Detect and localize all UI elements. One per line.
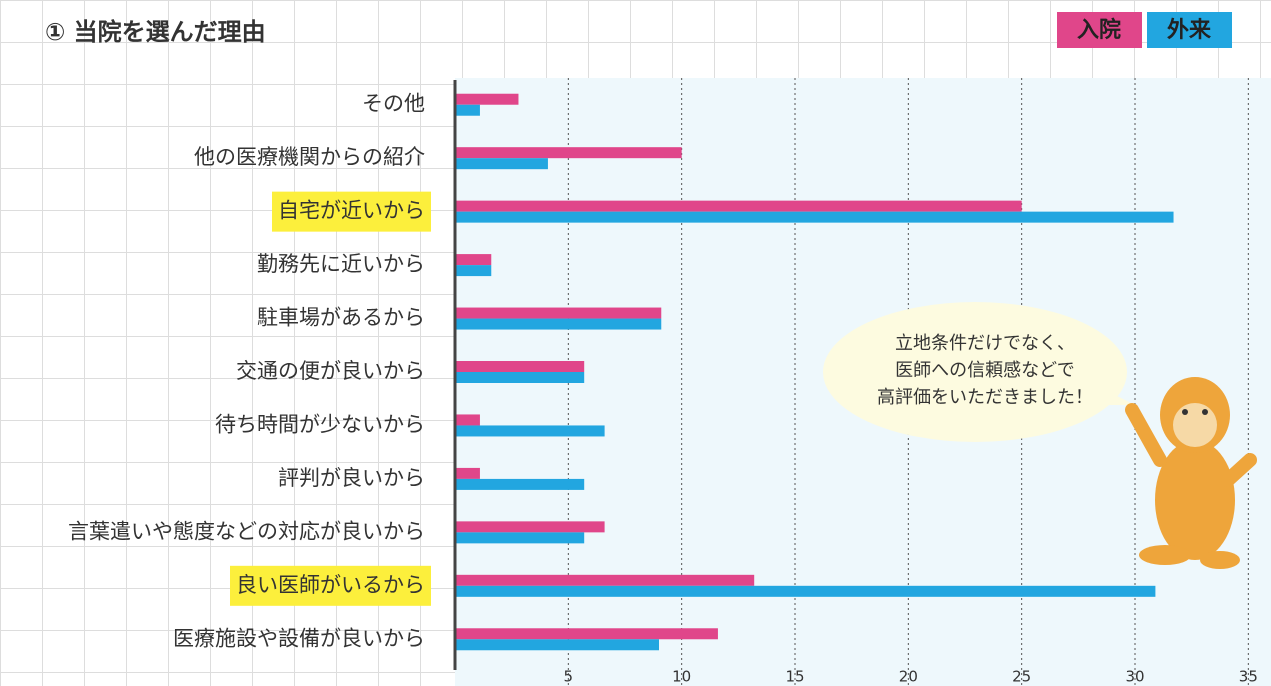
bar — [455, 628, 718, 639]
y-tick-label: 駐車場があるから — [257, 306, 425, 330]
y-tick-label: 自宅が近いから — [278, 199, 425, 223]
bar — [455, 479, 584, 490]
x-tick-label: 15 — [785, 668, 804, 686]
chart: ① 当院を選んだ理由 5 10 15 20 25 30 35 その他他の医療機関からの紹介自宅… — [0, 0, 1271, 686]
bar — [455, 319, 661, 330]
x-tick-label: 30 — [1125, 668, 1144, 686]
bar — [455, 532, 584, 543]
annotation: 医師への信頼感などで — [895, 360, 1075, 381]
bar — [455, 468, 480, 479]
y-tick-label: 待ち時間が少ないから — [215, 412, 425, 436]
y-tick-label: 言葉遣いや態度などの対応が良いから — [68, 519, 425, 543]
bar — [455, 158, 548, 169]
bar — [455, 254, 491, 265]
bar — [455, 425, 605, 436]
legend-label: 入院 — [1077, 17, 1121, 43]
bar — [455, 414, 480, 425]
chart-title: ① 当院を選んだ理由 — [45, 18, 266, 46]
y-tick-label: 交通の便が良いから — [236, 359, 425, 383]
bar — [455, 308, 661, 319]
annotation: 高評価をいただきました！ — [877, 387, 1093, 408]
x-tick-label: 5 — [564, 668, 574, 686]
y-tick-label: 勤務先に近いから — [257, 252, 425, 276]
y-tick-label: 良い医師がいるから — [236, 573, 425, 597]
mascot-eye — [1202, 409, 1208, 415]
mascot-foot — [1139, 545, 1191, 565]
legend-label: 外来 — [1167, 17, 1212, 43]
bar — [455, 639, 659, 650]
page: ① 当院を選んだ理由 5 10 15 20 25 30 35 その他他の医療機関からの紹介自宅… — [0, 0, 1271, 686]
bar — [455, 105, 480, 116]
bar — [455, 361, 584, 372]
mascot-body — [1155, 440, 1235, 560]
y-tick-label: その他 — [362, 92, 425, 116]
x-tick-label: 10 — [672, 668, 691, 686]
bar — [455, 265, 491, 276]
mascot-foot — [1200, 551, 1240, 569]
bar — [455, 521, 605, 532]
bar — [455, 147, 682, 158]
y-tick-label: 他の医療機関からの紹介 — [194, 145, 425, 169]
bar — [455, 575, 754, 586]
mascot-face — [1173, 403, 1217, 447]
annotation: 立地条件だけでなく、 — [895, 333, 1075, 354]
y-tick-label: 評判が良いから — [278, 466, 425, 490]
bar — [455, 372, 584, 383]
bar — [455, 94, 518, 105]
y-tick-label: 医療施設や設備が良いから — [173, 626, 425, 650]
bar — [455, 586, 1155, 597]
bar — [455, 212, 1174, 223]
bar — [455, 201, 1022, 212]
x-tick-label: 25 — [1012, 668, 1031, 686]
mascot-eye — [1182, 409, 1188, 415]
x-tick-label: 20 — [899, 668, 918, 686]
x-tick-label: 35 — [1239, 668, 1258, 686]
